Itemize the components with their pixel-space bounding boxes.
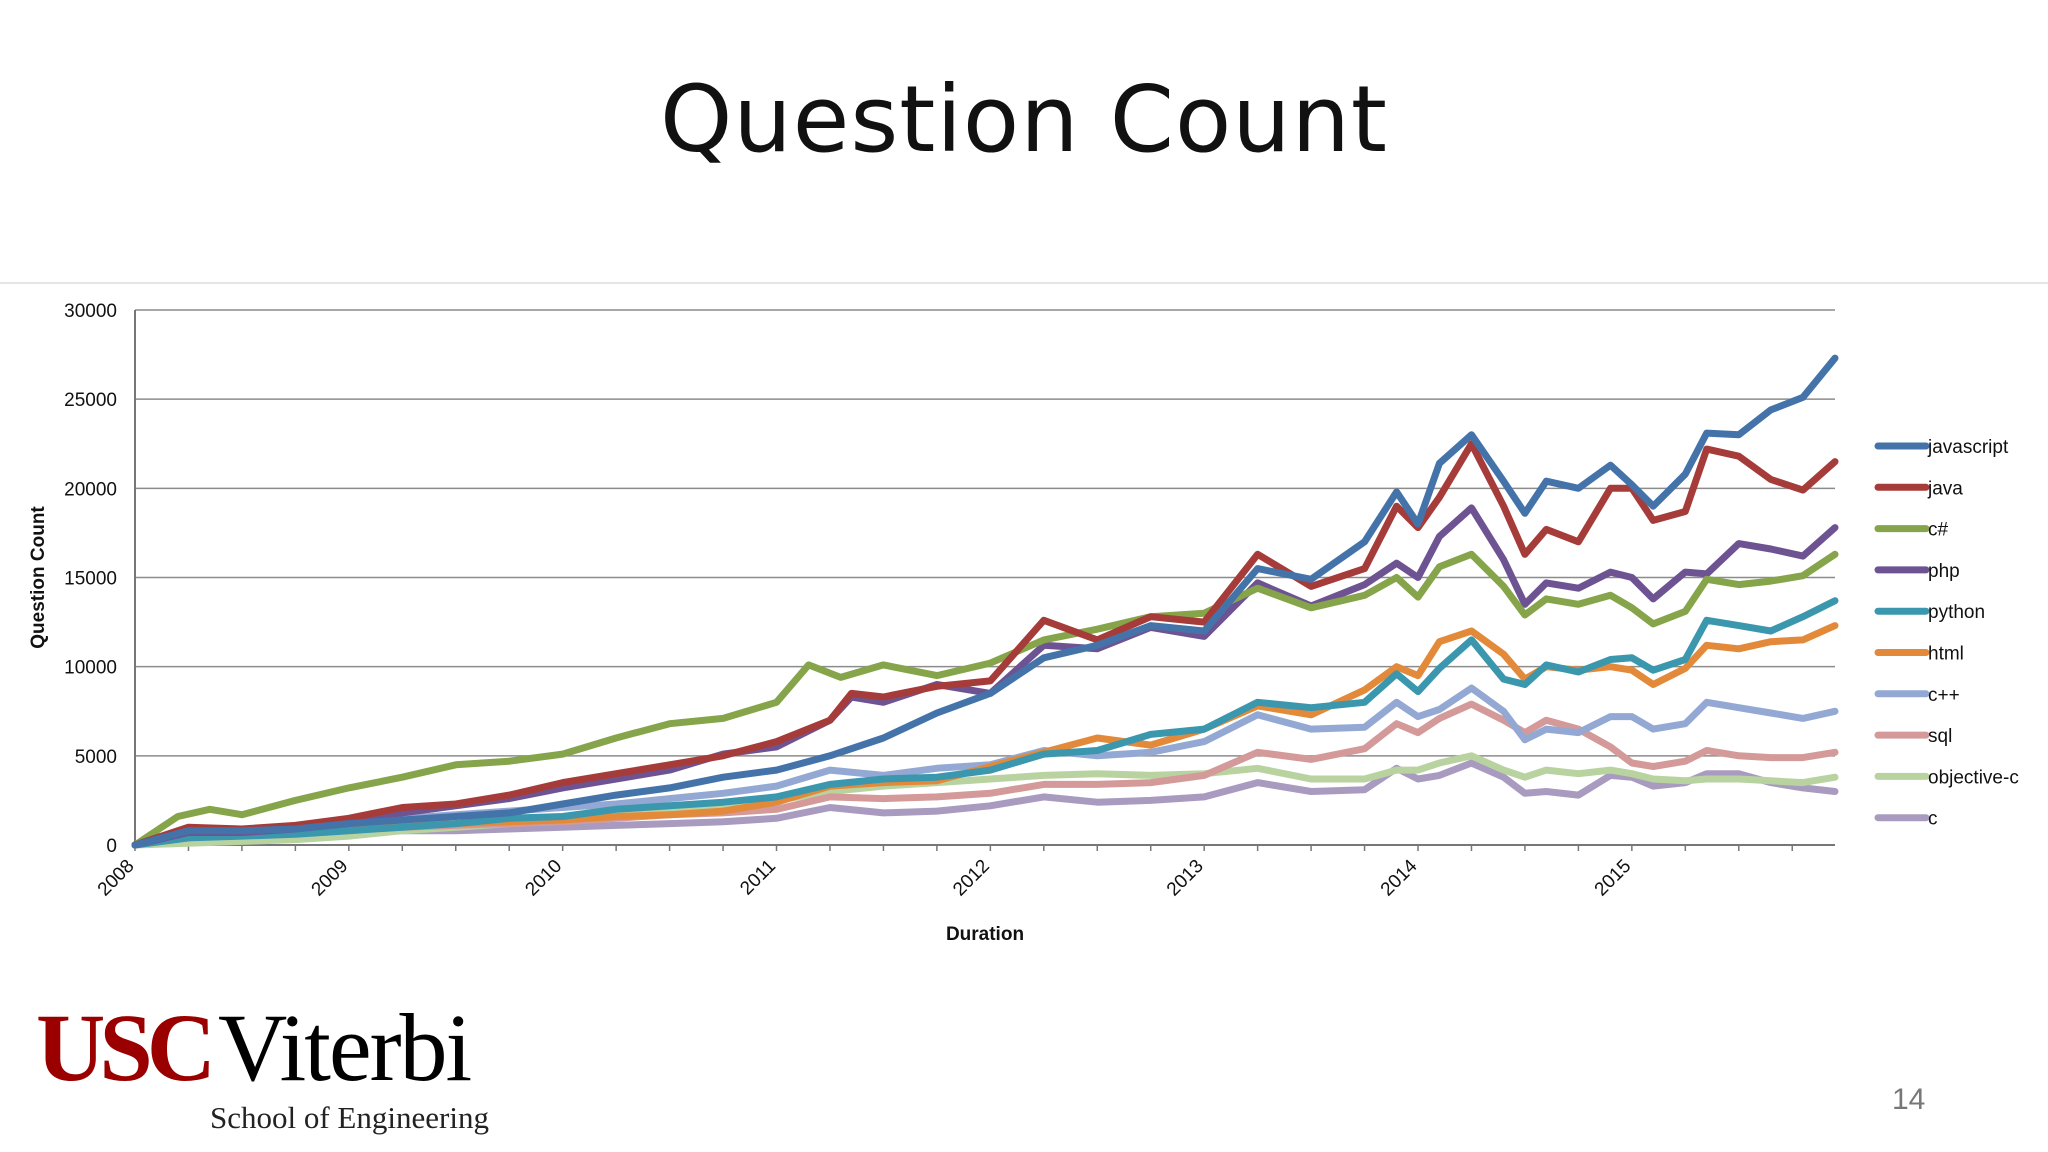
series-lines [131, 354, 1839, 849]
title-divider [0, 282, 2048, 284]
x-tick-label: 2009 [308, 856, 353, 901]
slide-title: Question Count [660, 66, 1388, 173]
y-tick-label: 25000 [64, 390, 117, 411]
x-tick-label: 2013 [1163, 856, 1208, 901]
page-number: 14 [1892, 1083, 1926, 1116]
x-tick-label: 2011 [736, 856, 780, 900]
legend-label: c# [1928, 520, 1949, 541]
y-tick-label: 20000 [64, 479, 117, 500]
series-line-java [131, 440, 1839, 849]
legend-label: c [1928, 809, 1938, 830]
logo-viterbi-text: Viterbi [218, 994, 472, 1101]
x-tick-label: 2014 [1377, 855, 1422, 900]
y-axis-label: Question Count [28, 506, 49, 649]
legend-label: java [1927, 478, 1963, 499]
series-line-javascript [131, 354, 1839, 849]
logo-usc-text: USC [36, 994, 216, 1101]
legend-label: html [1928, 644, 1964, 665]
series-line-c- [131, 550, 1839, 849]
legend-label: sql [1928, 726, 1952, 747]
x-tick-label: 2012 [949, 856, 994, 901]
y-tick-label: 10000 [64, 658, 117, 679]
logo-school-text: School of Engineering [210, 1100, 489, 1135]
x-tick-label: 2008 [94, 856, 139, 901]
legend-label: javascript [1927, 437, 2009, 458]
x-tick-label: 2015 [1591, 856, 1636, 901]
legend-label: php [1928, 561, 1960, 582]
question-count-chart: 0 5000 10000 15000 20000 25000 30000 2008 2009 20… [28, 301, 2019, 945]
legend: javascript java c# php python html c++ sql objec… [1874, 437, 2019, 830]
legend-label: c++ [1928, 685, 1960, 706]
legend-label: objective-c [1928, 767, 2019, 788]
y-tick-label: 15000 [64, 569, 117, 590]
usc-viterbi-logo: USCViterbi [36, 994, 472, 1101]
series-line-python [131, 597, 1839, 849]
legend-label: python [1928, 602, 1985, 623]
y-tick-label: 0 [106, 836, 117, 857]
x-tick-label: 2010 [521, 856, 566, 901]
y-tick-label: 30000 [64, 301, 117, 322]
x-axis-label: Duration [946, 924, 1024, 945]
series-line-c [131, 759, 1839, 849]
y-tick-label: 5000 [75, 747, 117, 768]
